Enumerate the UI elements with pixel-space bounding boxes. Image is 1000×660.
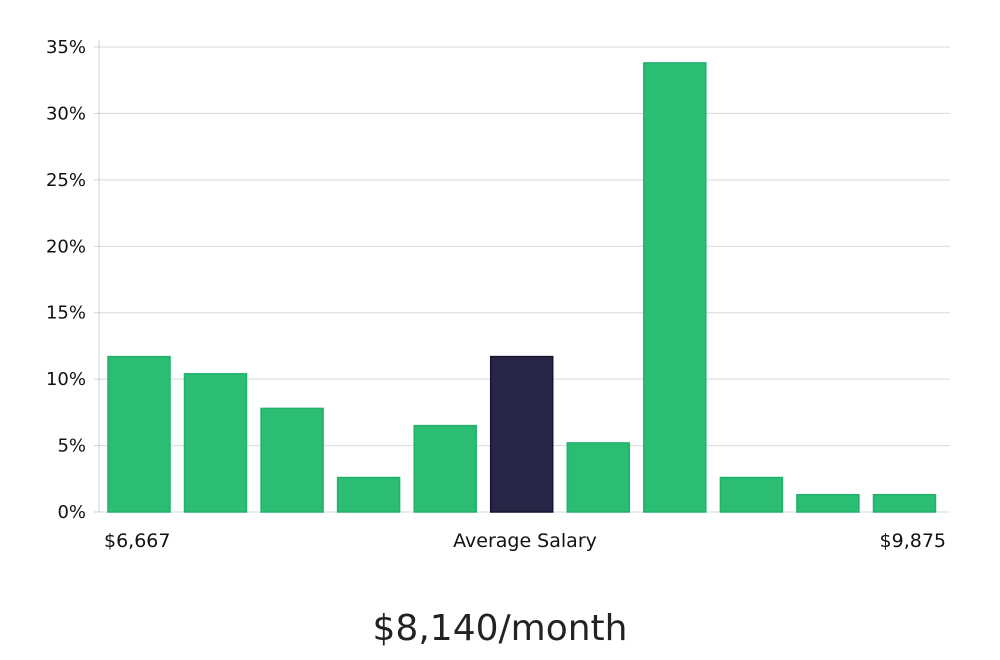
y-tick-labels: 0% 5% 10% 15% 20% 25% 30% 35% bbox=[46, 37, 100, 523]
salary-bar bbox=[566, 442, 631, 513]
salary-bar bbox=[796, 493, 860, 513]
y-tick-label: 15% bbox=[46, 303, 86, 324]
average-salary-value: $8,140/month bbox=[372, 608, 628, 649]
salary-bar bbox=[183, 373, 248, 513]
y-tick-label: 20% bbox=[46, 236, 86, 257]
salary-bar bbox=[413, 424, 477, 513]
y-tick-label: 10% bbox=[46, 369, 86, 390]
salary-distribution-chart: 0% 5% 10% 15% 20% 25% 30% 35% $6,667 Average Sa… bbox=[46, 37, 950, 552]
y-tick-label: 5% bbox=[57, 436, 86, 457]
y-tick-label: 30% bbox=[46, 103, 86, 124]
salary-bar bbox=[260, 407, 324, 513]
x-min-label: $6,667 bbox=[104, 530, 170, 552]
x-center-label: Average Salary bbox=[453, 530, 597, 552]
salary-bar bbox=[872, 493, 937, 513]
salary-bar bbox=[336, 476, 401, 513]
y-tick-label: 0% bbox=[57, 502, 86, 523]
salary-bar bbox=[107, 355, 171, 513]
bars bbox=[107, 62, 937, 513]
y-tick-label: 25% bbox=[46, 170, 86, 191]
x-max-label: $9,875 bbox=[880, 530, 946, 552]
salary-bar bbox=[719, 476, 784, 513]
y-tick-label: 35% bbox=[46, 37, 86, 58]
salary-bar bbox=[643, 62, 707, 513]
average-salary-bar bbox=[489, 355, 554, 513]
